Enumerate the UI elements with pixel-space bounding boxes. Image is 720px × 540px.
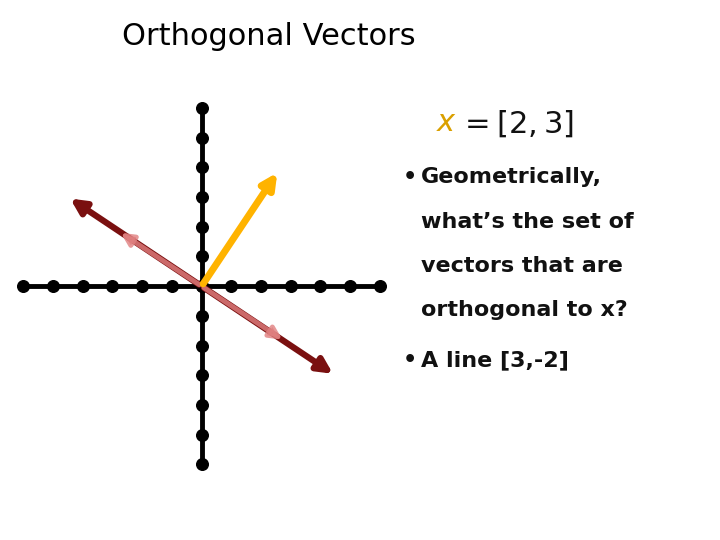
Point (107, 282, 118, 291)
Point (256, 282, 267, 291)
Point (196, 312, 207, 320)
Point (315, 282, 326, 291)
Point (17, 282, 29, 291)
Point (196, 430, 207, 439)
Point (136, 282, 148, 291)
Text: orthogonal to x?: orthogonal to x? (421, 300, 628, 320)
Point (344, 282, 356, 291)
Point (196, 104, 207, 112)
Point (166, 282, 178, 291)
Point (196, 371, 207, 380)
Point (374, 282, 386, 291)
Point (225, 282, 237, 291)
Point (196, 282, 207, 291)
Text: vectors that are: vectors that are (421, 256, 623, 276)
Text: what’s the set of: what’s the set of (421, 212, 634, 232)
Point (196, 222, 207, 231)
Point (285, 282, 297, 291)
Text: •: • (403, 167, 418, 187)
Text: Orthogonal Vectors: Orthogonal Vectors (122, 22, 416, 51)
Point (196, 133, 207, 142)
Point (196, 193, 207, 201)
Point (196, 460, 207, 469)
Point (196, 252, 207, 261)
Point (196, 341, 207, 350)
Point (48, 282, 59, 291)
Point (77, 282, 89, 291)
Text: $x$: $x$ (436, 108, 456, 137)
Text: Geometrically,: Geometrically, (421, 167, 602, 187)
Text: $= [2,3]$: $= [2,3]$ (459, 108, 575, 139)
Point (196, 282, 207, 291)
Point (196, 163, 207, 172)
Point (196, 401, 207, 409)
Text: •: • (403, 350, 418, 370)
Text: A line [3,-2]: A line [3,-2] (421, 350, 569, 370)
